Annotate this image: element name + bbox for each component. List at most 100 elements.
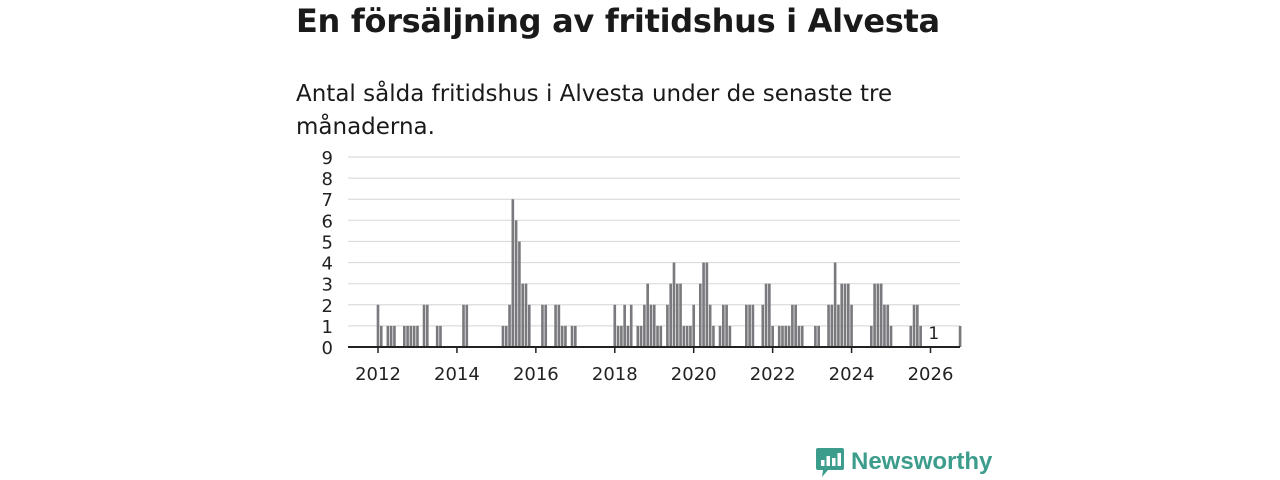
bar	[629, 304, 633, 347]
bar	[712, 325, 715, 347]
bar	[764, 283, 768, 347]
bar	[879, 283, 883, 347]
bar	[636, 325, 640, 347]
bar	[557, 304, 561, 347]
bar	[613, 304, 617, 347]
bar	[751, 304, 755, 347]
bar	[409, 325, 413, 347]
bar	[876, 283, 880, 347]
bar	[814, 325, 817, 347]
bar	[439, 325, 442, 347]
bar	[830, 304, 834, 347]
bar	[840, 283, 844, 347]
bar	[652, 304, 656, 347]
bar	[817, 325, 820, 347]
bar	[560, 325, 564, 347]
bar	[623, 304, 626, 347]
newsworthy-logo-text: Newsworthy	[851, 448, 993, 475]
bar	[402, 325, 406, 347]
bar	[669, 283, 673, 347]
bar	[659, 325, 663, 347]
y-tick-label: 7	[322, 190, 333, 211]
bar	[768, 283, 771, 347]
bar	[518, 241, 521, 347]
newsworthy-logo-icon	[816, 448, 844, 477]
bar	[616, 325, 620, 347]
bar	[705, 262, 709, 347]
x-tick-label: 2020	[671, 364, 717, 385]
bar	[850, 304, 853, 347]
bar	[771, 325, 774, 347]
bar	[544, 304, 548, 347]
bar	[777, 325, 781, 347]
bar	[639, 325, 643, 347]
bar	[745, 304, 748, 347]
bar	[718, 325, 722, 347]
grid-lines	[348, 156, 960, 327]
y-tick-label: 0	[322, 338, 333, 359]
bar	[508, 304, 511, 347]
y-tick-label: 5	[322, 232, 333, 253]
bar	[919, 325, 922, 347]
bar	[748, 304, 751, 347]
bar	[379, 325, 383, 347]
bar	[643, 304, 646, 347]
x-axis	[348, 346, 960, 353]
bar	[846, 283, 850, 347]
bar	[527, 304, 531, 347]
newsworthy-logo: Newsworthy	[815, 446, 992, 478]
bar	[883, 304, 886, 347]
bar	[666, 304, 669, 347]
bar	[511, 199, 515, 347]
bar	[646, 283, 649, 347]
bar	[501, 325, 505, 347]
bar	[728, 325, 732, 347]
x-axis-labels: 2012 2014 2016 2018 2020 2022 2024 2026	[355, 364, 953, 385]
bar	[504, 325, 508, 347]
bar	[781, 325, 784, 347]
bar	[797, 325, 801, 347]
x-tick-label: 2012	[355, 364, 401, 385]
y-tick-label: 3	[322, 275, 333, 296]
bar	[685, 325, 689, 347]
bar	[422, 304, 426, 347]
bar	[843, 283, 847, 347]
y-tick-label: 2	[322, 296, 333, 317]
chart-title: En försäljning av fritidshus i Alvesta	[296, 2, 940, 40]
bar	[524, 283, 528, 347]
bar	[784, 325, 788, 347]
bar	[912, 304, 916, 347]
bars	[376, 199, 962, 347]
bar	[406, 325, 409, 347]
bar	[800, 325, 804, 347]
bar	[886, 304, 890, 347]
bar	[574, 325, 577, 347]
bar	[725, 304, 728, 347]
y-tick-label: 8	[322, 169, 333, 190]
bar	[682, 325, 686, 347]
x-tick-label: 2014	[434, 364, 480, 385]
bar	[570, 325, 574, 347]
bar	[389, 325, 393, 347]
x-tick-label: 2016	[513, 364, 559, 385]
bar	[791, 304, 794, 347]
bar	[692, 304, 696, 347]
bar	[675, 283, 679, 347]
y-tick-label: 9	[322, 148, 333, 169]
x-tick-label: 2024	[829, 364, 875, 385]
bar	[787, 325, 791, 347]
bar	[698, 283, 702, 347]
bar	[916, 304, 919, 347]
bar	[873, 283, 876, 347]
bar	[393, 325, 396, 347]
bar	[462, 304, 465, 347]
x-tick-label: 2022	[750, 364, 796, 385]
bar	[689, 325, 692, 347]
bar	[679, 283, 682, 347]
bar	[833, 262, 837, 347]
bar	[416, 325, 419, 347]
bar	[837, 304, 840, 347]
bar	[465, 304, 469, 347]
bar	[412, 325, 416, 347]
